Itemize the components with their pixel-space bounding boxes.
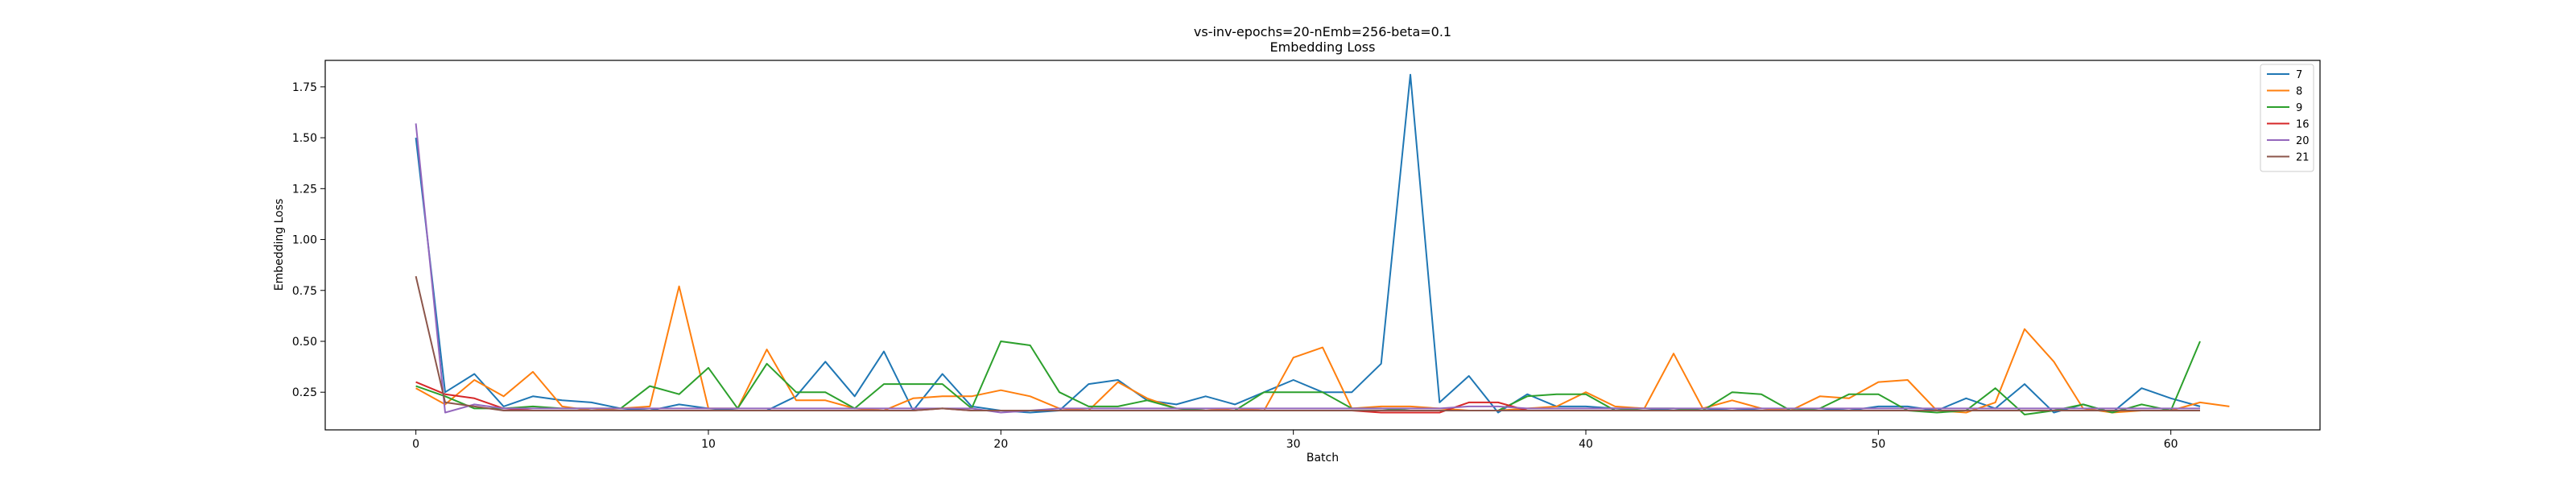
x-axis-label: Batch [1307, 452, 1339, 464]
y-tick-label: 1.50 [292, 132, 317, 145]
x-tick-label: 10 [701, 438, 716, 451]
plot-frame [324, 60, 2321, 431]
chart-title: vs-inv-epochs=20-nEmb=256-beta=0.1 [1194, 24, 1451, 39]
x-tick-label: 0 [412, 438, 419, 451]
x-axis: 0 10 20 30 40 50 60 [412, 430, 2178, 451]
series-line-21 [415, 275, 2200, 411]
legend-label-8: 8 [2296, 86, 2302, 98]
x-tick-label: 60 [2164, 438, 2178, 451]
plot-area [415, 73, 2230, 415]
y-axis-label: Embedding Loss [273, 199, 286, 291]
y-tick-label: 0.25 [292, 386, 317, 399]
y-axis: 0.25 0.50 0.75 1.00 1.25 1.50 1.75 [292, 81, 325, 399]
x-tick-label: 50 [1871, 438, 1885, 451]
series-line-20 [415, 123, 2200, 414]
legend-label-9: 9 [2296, 102, 2302, 114]
x-tick-label: 20 [993, 438, 1008, 451]
legend-label-7: 7 [2296, 69, 2302, 81]
legend-label-20: 20 [2296, 135, 2310, 147]
y-tick-label: 0.75 [292, 285, 317, 298]
x-tick-label: 40 [1579, 438, 1593, 451]
legend: 7 8 9 16 20 21 [2260, 64, 2314, 172]
legend-label-16: 16 [2296, 119, 2310, 131]
series-line-7 [415, 73, 2201, 414]
chart-subtitle: Embedding Loss [1270, 39, 1376, 55]
series-line-8 [415, 285, 2230, 414]
x-tick-label: 30 [1286, 438, 1301, 451]
y-tick-label: 1.25 [292, 183, 317, 196]
y-tick-label: 1.00 [292, 234, 317, 247]
y-tick-label: 0.50 [292, 336, 317, 349]
legend-label-21: 21 [2296, 152, 2310, 164]
y-tick-label: 1.75 [292, 81, 317, 94]
